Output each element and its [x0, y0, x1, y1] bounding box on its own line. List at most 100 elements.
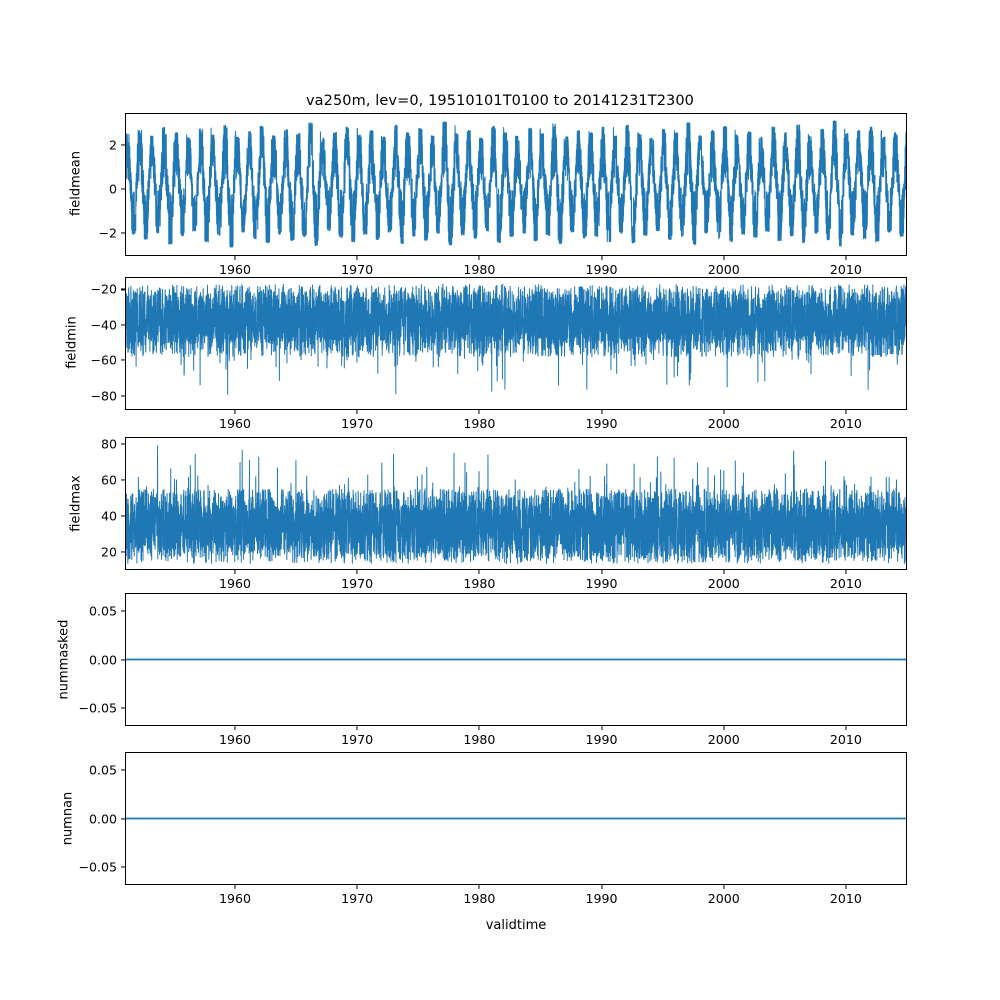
x-tickmark: [723, 256, 725, 260]
y-tickmark: [121, 324, 125, 326]
x-tickmark: [478, 885, 480, 889]
x-tick-label: 2000: [707, 416, 740, 431]
x-tick-label: 1960: [218, 416, 251, 431]
x-tickmark: [723, 885, 725, 889]
x-tickmark: [234, 570, 236, 574]
y-tick-label: −80: [90, 388, 117, 404]
x-tick-label: 2010: [829, 891, 862, 906]
x-tick-label: 2010: [829, 416, 862, 431]
x-tick-label: 1980: [463, 576, 496, 591]
y-tick-label: 80: [100, 436, 117, 452]
y-tick-label: −40: [90, 317, 117, 333]
y-tick-label: −20: [90, 281, 117, 297]
plot-area-nummasked: [126, 594, 906, 725]
x-tick-label: 1980: [463, 262, 496, 277]
y-tickmark: [121, 144, 125, 146]
y-tickmark: [121, 359, 125, 361]
x-tickmark: [723, 726, 725, 730]
plot-area-fieldmax: [126, 438, 906, 569]
y-tick-label: 0.05: [88, 603, 117, 619]
plot-area-fieldmin: [126, 278, 906, 409]
x-tick-label: 1960: [218, 576, 251, 591]
x-tick-label: 1990: [585, 262, 618, 277]
x-tick-label: 2000: [707, 262, 740, 277]
panel-fieldmin: [125, 277, 907, 410]
series-line: [126, 120, 906, 248]
x-tickmark: [845, 410, 847, 414]
x-tick-label: 1970: [341, 732, 374, 747]
y-tickmark: [121, 232, 125, 234]
y-tick-label: 0.00: [88, 811, 117, 826]
y-tickmark: [121, 188, 125, 190]
panel-fieldmean: [125, 113, 907, 256]
x-tickmark: [234, 885, 236, 889]
x-tickmark: [478, 570, 480, 574]
plot-area-numnan: [126, 753, 906, 884]
x-tick-label: 1970: [341, 891, 374, 906]
x-tick-label: 1990: [585, 732, 618, 747]
series-line: [126, 283, 906, 395]
x-tickmark: [234, 256, 236, 260]
figure-title: va250m, lev=0, 19510101T0100 to 20141231…: [305, 93, 694, 109]
y-tickmark: [121, 707, 125, 709]
x-tick-label: 1970: [341, 576, 374, 591]
y-tickmark: [121, 443, 125, 445]
x-tickmark: [600, 570, 603, 574]
y-tick-label: 2: [108, 137, 117, 153]
x-tickmark: [356, 726, 358, 730]
y-tick-label: 0.05: [88, 762, 117, 778]
y-tickmark: [121, 515, 125, 517]
x-tickmark: [723, 410, 725, 414]
y-tickmark: [121, 395, 125, 397]
x-tickmark: [845, 885, 847, 889]
x-tickmark: [600, 726, 603, 730]
y-tickmark: [121, 658, 125, 661]
y-tickmark: [121, 288, 125, 290]
series-line: [126, 445, 906, 565]
x-tick-label: 2010: [829, 732, 862, 747]
x-tick-label: 1980: [463, 732, 496, 747]
x-tickmark: [356, 410, 358, 414]
x-tickmark: [845, 256, 847, 260]
plot-area-fieldmean: [126, 114, 906, 255]
x-tickmark: [600, 410, 603, 414]
x-tickmark: [723, 570, 725, 574]
x-tickmark: [234, 410, 236, 414]
xlabel: validtime: [485, 918, 547, 933]
x-tickmark: [478, 256, 480, 260]
x-tick-label: 1960: [218, 891, 251, 906]
panel-numnan: [125, 752, 907, 885]
x-tick-label: 2010: [829, 576, 862, 591]
y-tick-label: 0: [108, 181, 117, 197]
x-tick-label: 2000: [707, 576, 740, 591]
y-tick-label: −2: [98, 225, 117, 241]
y-tickmark: [121, 610, 125, 612]
y-tick-label: 40: [100, 508, 117, 524]
panel-nummasked: [125, 593, 907, 726]
x-tick-label: 1970: [341, 416, 374, 431]
x-tickmark: [356, 256, 358, 260]
x-tick-label: 1990: [585, 416, 618, 431]
x-tickmark: [845, 570, 847, 574]
y-tickmark: [121, 479, 125, 481]
x-tickmark: [234, 726, 236, 730]
x-tickmark: [600, 885, 603, 889]
y-tickmark: [121, 866, 125, 868]
x-tick-label: 2010: [829, 262, 862, 277]
y-tick-label: −60: [90, 352, 117, 368]
x-tick-label: 1960: [218, 732, 251, 747]
x-tickmark: [356, 570, 358, 574]
y-tick-label: −0.05: [78, 700, 117, 716]
x-tickmark: [478, 726, 480, 730]
x-tickmark: [600, 256, 603, 260]
y-tickmark: [121, 817, 125, 820]
y-tickmark: [121, 769, 125, 771]
x-tick-label: 2000: [707, 891, 740, 906]
y-tick-label: 20: [100, 544, 117, 560]
x-tick-label: 2000: [707, 732, 740, 747]
y-tick-label: 60: [100, 472, 117, 488]
y-tick-label: 0.00: [88, 652, 117, 667]
x-tick-label: 1990: [585, 576, 618, 591]
x-tick-label: 1990: [585, 891, 618, 906]
